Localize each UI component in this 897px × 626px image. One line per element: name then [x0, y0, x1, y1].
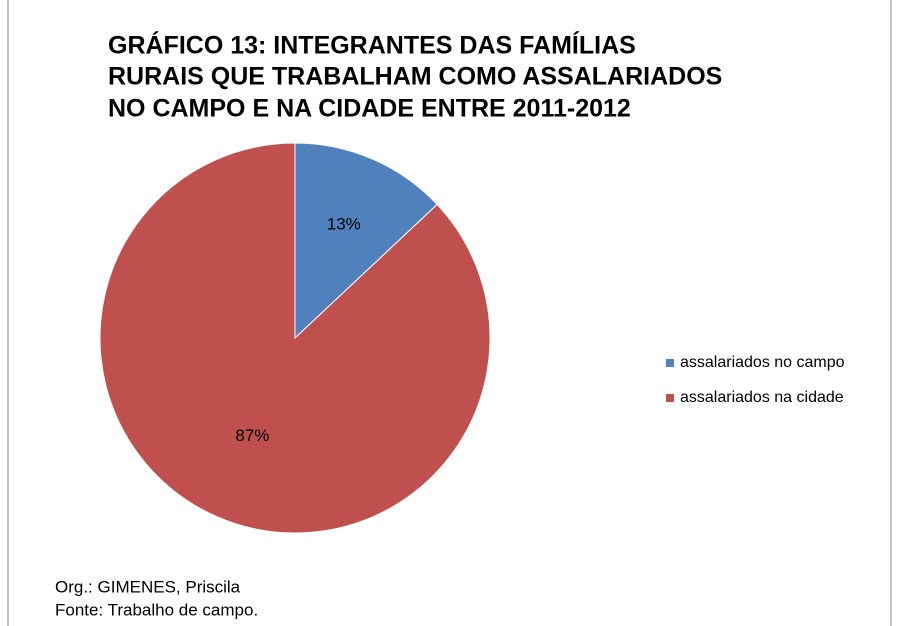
chart-title: NO CAMPO E NA CIDADE ENTRE 2011-2012	[108, 95, 631, 123]
chart-title: GRÁFICO 13: INTEGRANTES DAS FAMÍLIAS	[108, 31, 636, 60]
legend-label: assalariados no campo	[680, 354, 845, 371]
legend-swatch	[666, 394, 674, 402]
data-label: 87%	[235, 426, 269, 445]
pie-slice	[99, 142, 491, 534]
legend-swatch	[666, 359, 674, 367]
note: Fonte: Trabalho de campo.	[55, 600, 258, 619]
chart-title: RURAIS QUE TRABALHAM COMO ASSALARIADOS	[108, 63, 722, 91]
data-label: 13%	[327, 215, 361, 234]
note: Org.: GIMENES, Priscila	[55, 577, 241, 596]
pie-slice	[294, 142, 438, 340]
legend-label: assalariados na cidade	[680, 389, 844, 406]
